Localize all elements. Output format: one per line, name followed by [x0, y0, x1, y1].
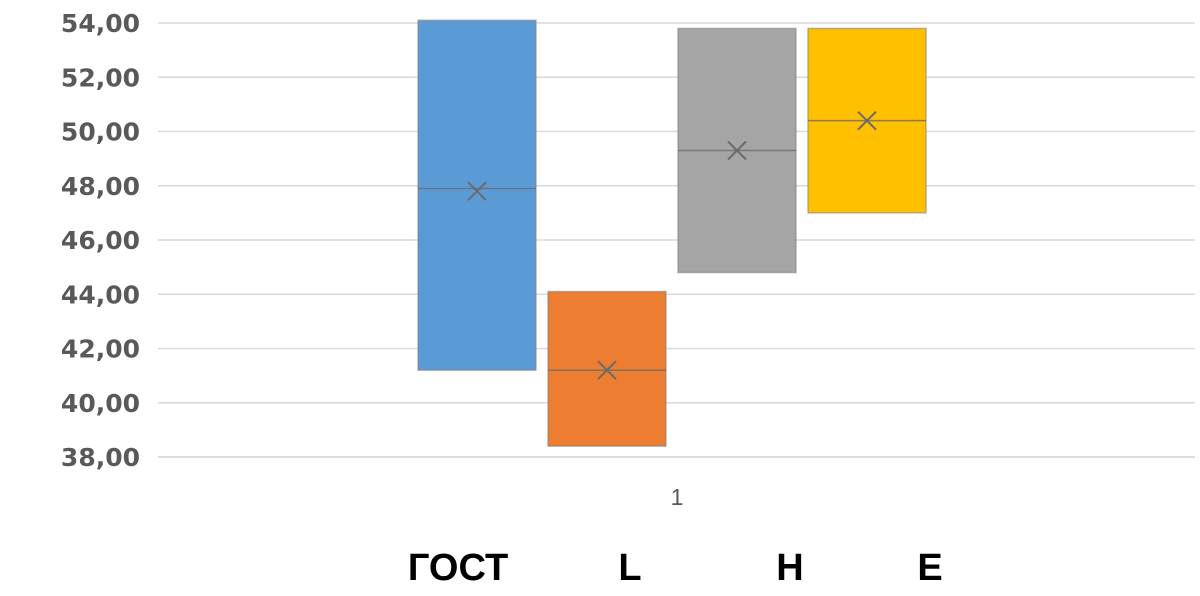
gridlines	[158, 22, 1195, 458]
mean-marker-stroke	[597, 360, 617, 380]
mean-marker-stroke	[857, 110, 877, 131]
mean-marker-stroke	[727, 140, 747, 161]
y-tick-label: 40,00	[61, 389, 140, 418]
y-tick-label: 50,00	[61, 118, 140, 147]
mean-marker	[857, 110, 877, 131]
mean-marker	[597, 360, 617, 380]
x-axis-category-label: 1	[671, 484, 684, 510]
series-label-H: H	[776, 547, 803, 589]
series-labels: ГОСТ L H E	[408, 547, 943, 589]
box-L	[547, 290, 667, 447]
y-tick-label: 48,00	[61, 172, 140, 201]
box-E	[807, 27, 927, 214]
box-ГОСТ	[417, 19, 537, 371]
y-tick-label: 54,00	[61, 9, 140, 38]
y-tick-label: 52,00	[61, 63, 140, 92]
box-rect	[417, 19, 537, 371]
y-tick-label: 44,00	[61, 280, 140, 309]
mean-marker	[727, 140, 747, 161]
box-series-group	[417, 19, 927, 447]
mean-marker-stroke	[467, 181, 487, 201]
series-label-E: E	[917, 547, 942, 589]
y-tick-label: 46,00	[61, 226, 140, 255]
y-axis-tick-labels: 38,00 40,00 42,00 44,00 46,00 48,00 50,00 52,00…	[61, 9, 140, 472]
y-tick-label: 38,00	[61, 443, 140, 472]
box-H	[677, 27, 797, 274]
y-tick-label: 42,00	[61, 335, 140, 364]
series-label-ГОСТ: ГОСТ	[408, 547, 508, 589]
series-label-L: L	[618, 547, 641, 589]
mean-marker	[467, 181, 487, 201]
